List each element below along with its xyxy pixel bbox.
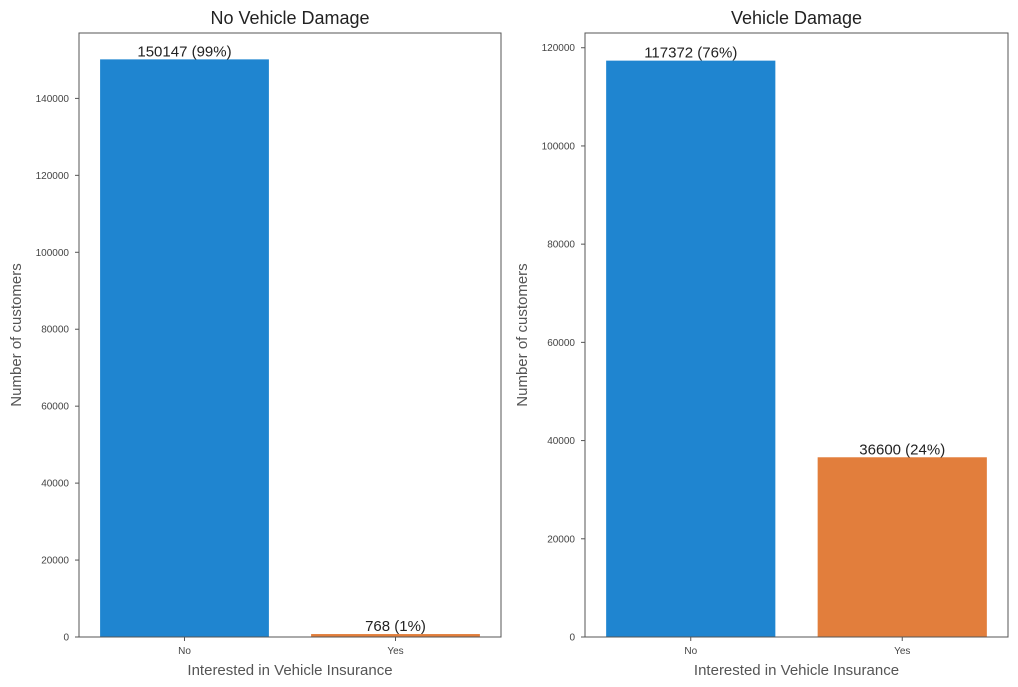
chart-2-y-tick-label: 0 bbox=[569, 633, 575, 644]
chart-1-y-tick-label: 100000 bbox=[36, 248, 70, 259]
chart-2-y-tick-label: 120000 bbox=[542, 43, 576, 54]
chart-1-panel: 150147 (99%) No 768 (1%) Yes 0 20000 40000 6000… bbox=[8, 8, 502, 679]
chart-2-bar-label-no: 117372 (76%) bbox=[644, 45, 737, 62]
chart-2-x-axis-label: Interested in Vehicle Insurance bbox=[694, 662, 899, 679]
chart-2-bar-yes bbox=[817, 457, 987, 637]
chart-1-y-tick-label: 80000 bbox=[41, 325, 69, 336]
chart-1-y-tick-label: 120000 bbox=[36, 171, 70, 182]
chart-2-panel: 117372 (76%) No 36600 (24%) Yes 0 20000 40000 6… bbox=[514, 8, 1009, 679]
chart-2-y-tick-label: 20000 bbox=[547, 534, 575, 545]
chart-2-plot-frame bbox=[584, 32, 1009, 638]
chart-2-y-tick-label: 40000 bbox=[547, 436, 575, 447]
chart-1-bar-label-no: 150147 (99%) bbox=[137, 43, 231, 60]
chart-2-x-tick-label: No bbox=[684, 646, 697, 657]
chart-1-x-tick-label: No bbox=[178, 646, 191, 657]
chart-1-y-axis-label: Number of customers bbox=[8, 263, 25, 406]
chart-2-y-tick-label: 60000 bbox=[547, 338, 575, 349]
chart-1-x-axis-label: Interested in Vehicle Insurance bbox=[187, 662, 392, 679]
chart-2-y-tick-label: 100000 bbox=[542, 141, 576, 152]
chart-2-title: Vehicle Damage bbox=[731, 8, 862, 28]
chart-1-y-tick-label: 140000 bbox=[36, 94, 70, 105]
chart-1-bar-label-yes: 768 (1%) bbox=[365, 618, 426, 635]
chart-2-y-axis-label: Number of customers bbox=[514, 263, 531, 406]
chart-1-y-tick-label: 0 bbox=[63, 633, 69, 644]
chart-1-y-tick-label: 40000 bbox=[41, 479, 69, 490]
chart-2-bar-no bbox=[606, 60, 776, 638]
chart-1-y-tick-label: 20000 bbox=[41, 556, 69, 567]
chart-2-y-tick-label: 80000 bbox=[547, 240, 575, 251]
chart-1-bar-yes bbox=[311, 634, 480, 637]
chart-1-y-tick-label: 60000 bbox=[41, 402, 69, 413]
chart-1-plot-frame bbox=[78, 32, 502, 638]
chart-2-x-tick-label: Yes bbox=[894, 646, 910, 657]
chart-1-bar-no bbox=[100, 59, 269, 638]
chart-1-x-tick-label: Yes bbox=[387, 646, 403, 657]
chart-1-title: No Vehicle Damage bbox=[210, 8, 369, 28]
chart-2-bar-label-yes: 36600 (24%) bbox=[859, 441, 945, 458]
